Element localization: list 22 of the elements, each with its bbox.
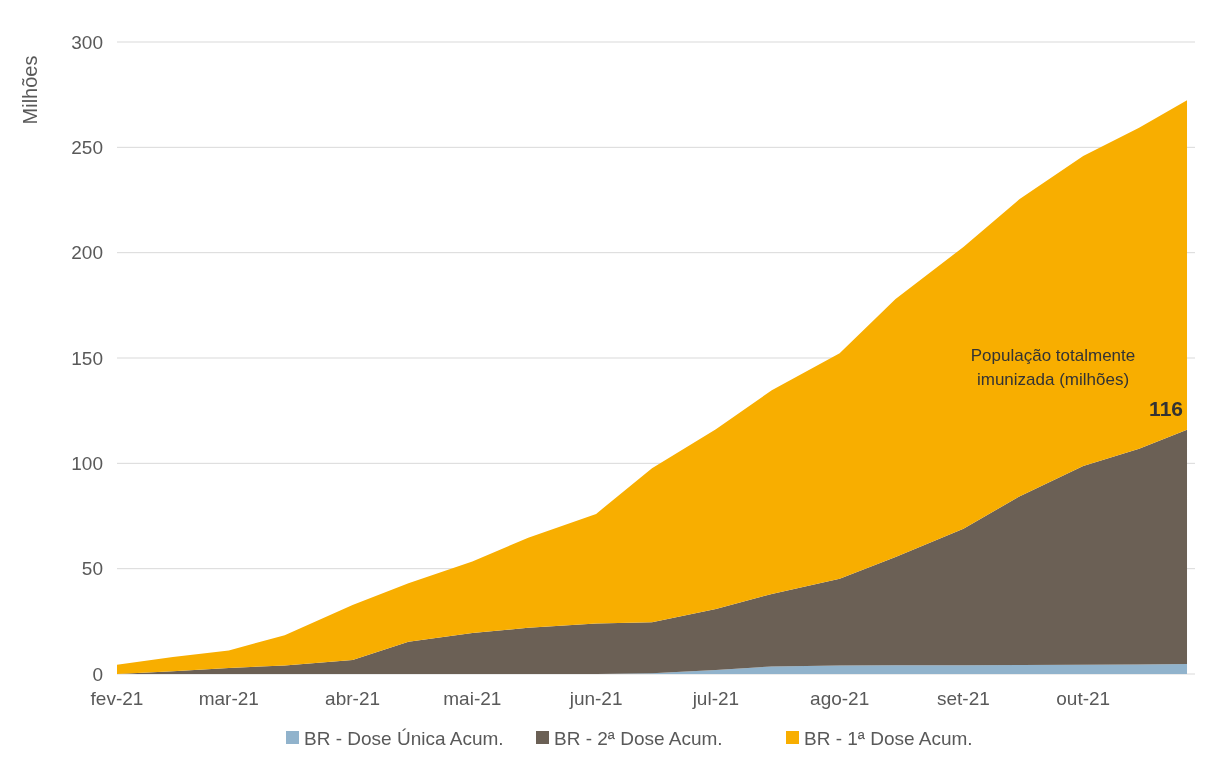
- x-tick-label: mar-21: [198, 688, 259, 709]
- y-tick-label: 50: [81, 558, 103, 580]
- y-tick-label: 100: [71, 452, 103, 474]
- y-axis-title: Milhões: [19, 55, 41, 125]
- y-tick-label: 150: [71, 347, 103, 369]
- annotation: População totalmente imunizada (milhões): [970, 346, 1136, 389]
- legend-label: BR - Dose Única Acum.: [304, 727, 504, 749]
- legend-label: BR - 1ª Dose Acum.: [804, 727, 973, 749]
- y-tick-label: 300: [71, 31, 103, 53]
- y-tick-label: 250: [71, 136, 103, 158]
- x-tick-label: ago-21: [810, 688, 870, 709]
- x-tick-label: mai-21: [443, 688, 502, 709]
- x-tick-label: jun-21: [568, 688, 623, 709]
- x-tick-label: fev-21: [90, 688, 144, 709]
- y-tick-label: 0: [92, 663, 103, 685]
- y-tick-label: 200: [71, 242, 103, 264]
- x-tick-label: set-21: [937, 688, 990, 709]
- x-tick-label: out-21: [1056, 688, 1111, 709]
- x-tick-label: jul-21: [691, 688, 740, 709]
- legend-label: BR - 2ª Dose Acum.: [554, 727, 723, 749]
- x-tick-label: abr-21: [325, 688, 381, 709]
- annotation: 116: [1149, 396, 1184, 420]
